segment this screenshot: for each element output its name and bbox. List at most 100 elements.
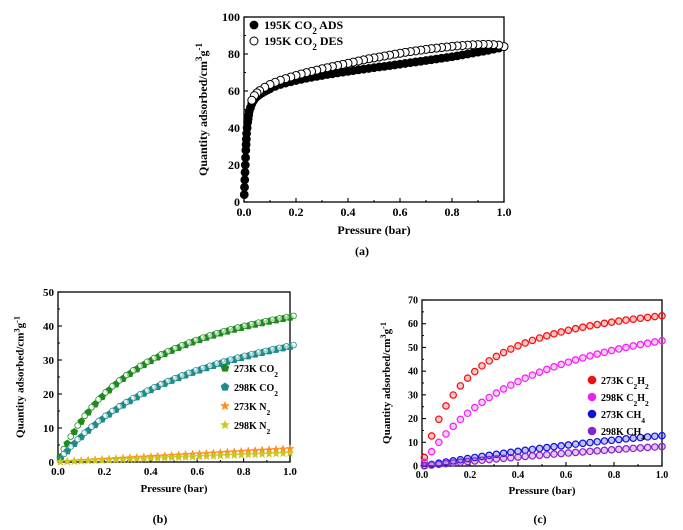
panel-caption: (b) xyxy=(153,512,168,526)
data-point xyxy=(62,456,72,466)
x-tick-label: 0.0 xyxy=(416,470,429,481)
data-point xyxy=(492,352,501,361)
data-point xyxy=(571,324,580,333)
data-point xyxy=(137,362,144,370)
data-point xyxy=(278,448,288,458)
legend-marker xyxy=(249,20,259,30)
data-point xyxy=(614,345,623,353)
data-point xyxy=(658,431,666,440)
data-point xyxy=(578,448,587,456)
data-point xyxy=(636,444,645,452)
data-point xyxy=(213,329,221,337)
data-point xyxy=(95,396,102,403)
y-tick-label: 20 xyxy=(228,158,240,172)
data-point xyxy=(650,338,659,346)
legend-marker xyxy=(587,392,597,402)
data-point xyxy=(550,442,558,451)
data-point xyxy=(456,455,465,464)
data-point xyxy=(236,450,246,459)
data-point xyxy=(243,450,253,459)
x-axis-title: Pressure (bar) xyxy=(140,483,207,495)
data-point xyxy=(171,344,179,352)
data-point xyxy=(470,457,479,465)
data-point xyxy=(506,453,515,462)
data-point xyxy=(178,372,186,379)
data-point xyxy=(137,390,144,398)
data-point xyxy=(213,360,221,367)
x-tick-label: 0.4 xyxy=(512,470,525,481)
data-point xyxy=(578,323,587,332)
panel-c-chart: 0.0 0.2 0.4 0.6 0.8 1.0 0 10 20 30 40 50 60 70 Pressur… xyxy=(379,296,669,527)
legend-label: 273K C2H2 xyxy=(601,376,649,391)
panel-a-chart: 0.0 0.2 0.4 0.6 0.8 1.0 0 20 40 60 80 100 Pressure (… xyxy=(194,10,512,258)
x-tick-label: 0.6 xyxy=(190,466,204,478)
data-point xyxy=(69,456,79,466)
data-point xyxy=(269,316,276,324)
data-point xyxy=(262,347,269,355)
y-tick-label: 10 xyxy=(408,438,418,449)
x-axis-title: Pressure (bar) xyxy=(508,485,575,497)
data-point xyxy=(658,442,666,451)
data-point xyxy=(88,403,95,411)
data-point xyxy=(449,422,458,431)
data-point xyxy=(427,432,436,440)
legend-marker xyxy=(587,426,597,436)
panel-caption: (c) xyxy=(533,512,546,526)
data-point xyxy=(60,450,68,458)
legend-marker xyxy=(220,400,230,411)
y-tick-label: 40 xyxy=(408,367,418,378)
data-point xyxy=(276,315,283,322)
data-point xyxy=(222,450,232,460)
data-point xyxy=(240,160,250,170)
data-point xyxy=(449,391,458,399)
y-axis-title: Quantity adsorbed/cm3g-1 xyxy=(379,322,394,444)
data-point xyxy=(262,317,269,325)
y-tick-label: 10 xyxy=(43,423,55,435)
data-point xyxy=(150,383,158,391)
x-tick-label: 0.6 xyxy=(560,470,573,481)
data-point xyxy=(116,403,123,410)
data-point xyxy=(144,358,151,366)
data-point xyxy=(420,461,429,470)
data-point xyxy=(456,382,465,390)
y-tick-label: 0 xyxy=(413,462,418,473)
data-point xyxy=(622,445,630,453)
series-1 xyxy=(420,336,666,466)
data-point xyxy=(542,450,551,459)
data-point xyxy=(535,334,544,342)
y-tick-label: 30 xyxy=(408,390,418,401)
data-point xyxy=(150,354,158,362)
data-point xyxy=(130,394,137,402)
data-point xyxy=(528,371,537,379)
legend-marker xyxy=(220,363,230,372)
data-point xyxy=(264,449,274,458)
data-point xyxy=(463,374,472,382)
data-point xyxy=(241,322,249,330)
data-point xyxy=(442,430,450,438)
legend-label: 298K N2 xyxy=(234,421,271,436)
data-point xyxy=(564,449,573,457)
data-point xyxy=(614,435,623,444)
data-point xyxy=(123,371,130,379)
legend-marker xyxy=(249,36,259,46)
data-point xyxy=(248,350,255,358)
x-tick-label: 0.0 xyxy=(51,466,65,478)
data-point xyxy=(102,389,109,396)
data-point xyxy=(442,459,450,468)
y-axis-title: Quantity adsorbed/cm3g-1 xyxy=(12,316,27,438)
data-point xyxy=(239,190,249,200)
data-point xyxy=(506,345,515,353)
x-tick-label: 0.4 xyxy=(144,466,158,478)
data-point xyxy=(434,415,443,424)
data-point xyxy=(636,314,645,323)
legend-marker xyxy=(220,382,230,391)
data-point xyxy=(514,342,522,350)
data-point xyxy=(206,362,214,370)
data-point xyxy=(629,434,638,442)
data-point xyxy=(434,460,443,469)
data-point xyxy=(255,319,262,326)
y-tick-label: 100 xyxy=(222,10,240,24)
data-point xyxy=(528,336,537,345)
data-point xyxy=(83,456,93,465)
data-point xyxy=(499,348,508,357)
